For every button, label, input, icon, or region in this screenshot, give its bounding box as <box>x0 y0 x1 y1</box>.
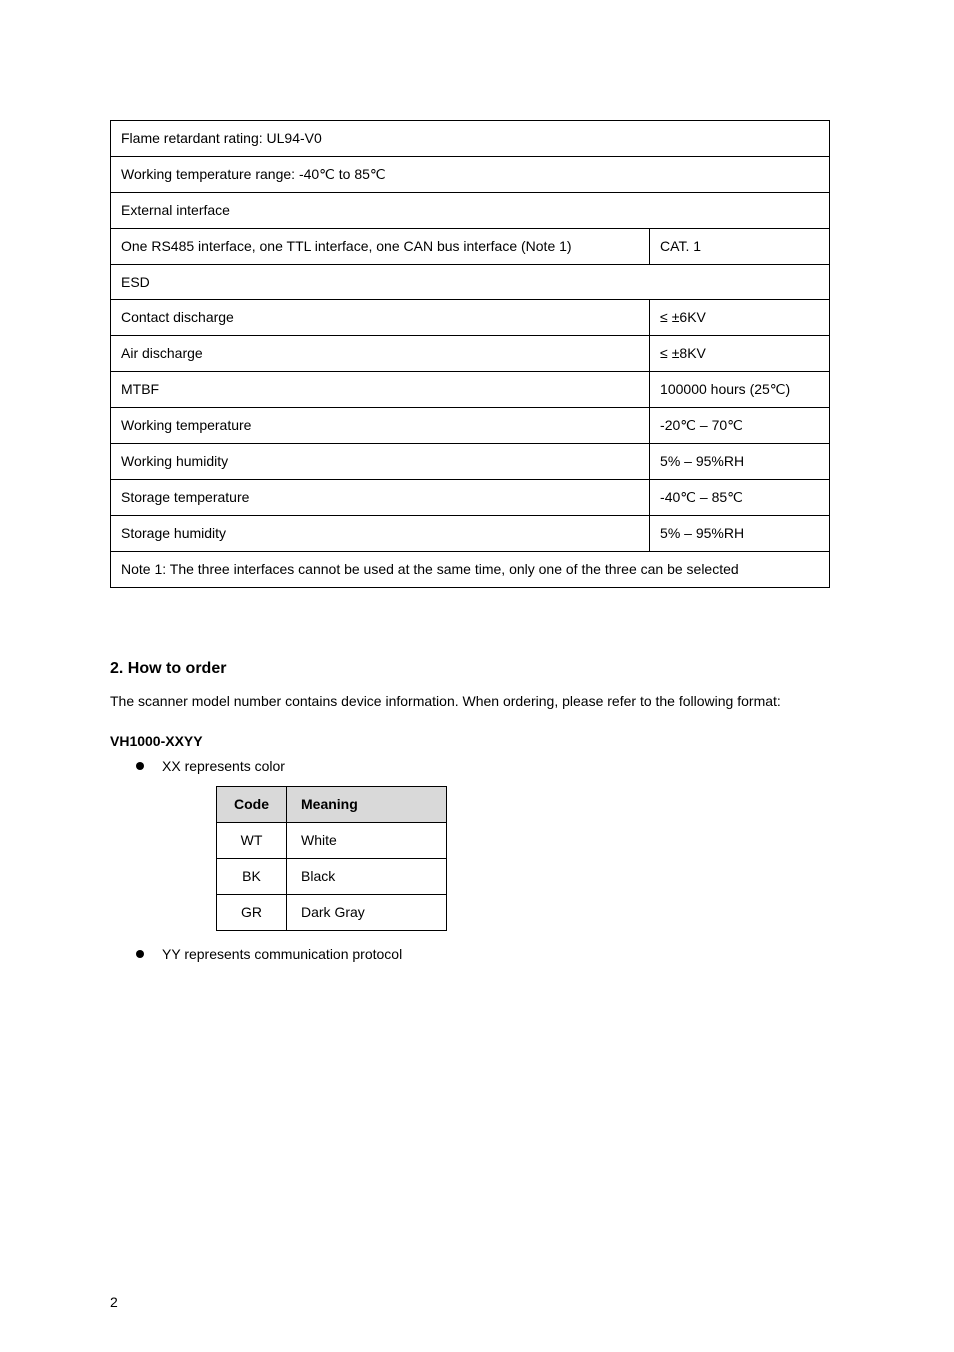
spec-working-temp-range: Working temperature range: -40℃ to 85℃ <box>111 156 830 192</box>
spec-storehum-value: 5% – 95%RH <box>650 515 830 551</box>
spec-esd-header: ESD <box>111 264 830 300</box>
table-row: Working temperature -20℃ – 70℃ <box>111 408 830 444</box>
section-body-ordering: The scanner model number contains device… <box>110 691 844 712</box>
table-row: Working temperature range: -40℃ to 85℃ <box>111 156 830 192</box>
table-row: ESD <box>111 264 830 300</box>
table-row: MTBF 100000 hours (25℃) <box>111 372 830 408</box>
td-code: WT <box>217 822 287 858</box>
spec-esd-air-label: Air discharge <box>111 336 650 372</box>
spec-esd-contact-value: ±6KV <box>650 300 830 336</box>
specifications-table: Flame retardant rating: UL94-V0 Working … <box>110 120 830 588</box>
td-meaning: Dark Gray <box>287 894 447 930</box>
td-code: BK <box>217 858 287 894</box>
spec-interfaces-label: One RS485 interface, one TTL interface, … <box>111 228 650 264</box>
page-number: 2 <box>110 1293 118 1312</box>
spec-esd-air-value: ±8KV <box>650 336 830 372</box>
td-code: GR <box>217 894 287 930</box>
table-row: WT White <box>217 822 447 858</box>
table-row: Storage temperature -40℃ – 85℃ <box>111 479 830 515</box>
spec-mtbf-value: 100000 hours (25℃) <box>650 372 830 408</box>
spec-esd-contact-label: Contact discharge <box>111 300 650 336</box>
spec-worktemp-value: -20℃ – 70℃ <box>650 408 830 444</box>
page-root: Flame retardant rating: UL94-V0 Working … <box>0 0 954 1352</box>
spec-storetemp-value: -40℃ – 85℃ <box>650 479 830 515</box>
bullet-list: XX represents color Code Meaning WT Whit… <box>136 757 844 963</box>
bullet-text: XX represents color <box>162 758 285 774</box>
table-row: Note 1: The three interfaces cannot be u… <box>111 551 830 587</box>
table-row: Code Meaning <box>217 786 447 822</box>
spec-storehum-label: Storage humidity <box>111 515 650 551</box>
spec-storetemp-label: Storage temperature <box>111 479 650 515</box>
table-row: External interface <box>111 192 830 228</box>
color-code-table: Code Meaning WT White BK Black GR Dark G… <box>216 786 447 931</box>
table-row: One RS485 interface, one TTL interface, … <box>111 228 830 264</box>
spec-flame: Flame retardant rating: UL94-V0 <box>111 121 830 157</box>
table-row: Contact discharge ±6KV <box>111 300 830 336</box>
spec-interfaces-value: CAT. 1 <box>650 228 830 264</box>
td-meaning: Black <box>287 858 447 894</box>
td-meaning: White <box>287 822 447 858</box>
table-row: Working humidity 5% – 95%RH <box>111 444 830 480</box>
spec-worktemp-label: Working temperature <box>111 408 650 444</box>
spec-mtbf-label: MTBF <box>111 372 650 408</box>
th-code: Code <box>217 786 287 822</box>
value-text: ±6KV <box>672 309 706 325</box>
spec-note1: Note 1: The three interfaces cannot be u… <box>111 551 830 587</box>
table-row: Storage humidity 5% – 95%RH <box>111 515 830 551</box>
bullet-text: YY represents communication protocol <box>162 946 402 962</box>
spec-ext-interface-header: External interface <box>111 192 830 228</box>
table-row: Flame retardant rating: UL94-V0 <box>111 121 830 157</box>
table-row: Air discharge ±8KV <box>111 336 830 372</box>
bullet-item: YY represents communication protocol <box>136 945 844 964</box>
section-title-ordering: 2. How to order <box>110 658 844 680</box>
bullet-item: XX represents color Code Meaning WT Whit… <box>136 757 844 930</box>
table-row: BK Black <box>217 858 447 894</box>
model-format: VH1000-XXYY <box>110 732 844 751</box>
spec-workhum-label: Working humidity <box>111 444 650 480</box>
value-text: ±8KV <box>672 345 706 361</box>
table-row: GR Dark Gray <box>217 894 447 930</box>
spec-workhum-value: 5% – 95%RH <box>650 444 830 480</box>
th-meaning: Meaning <box>287 786 447 822</box>
